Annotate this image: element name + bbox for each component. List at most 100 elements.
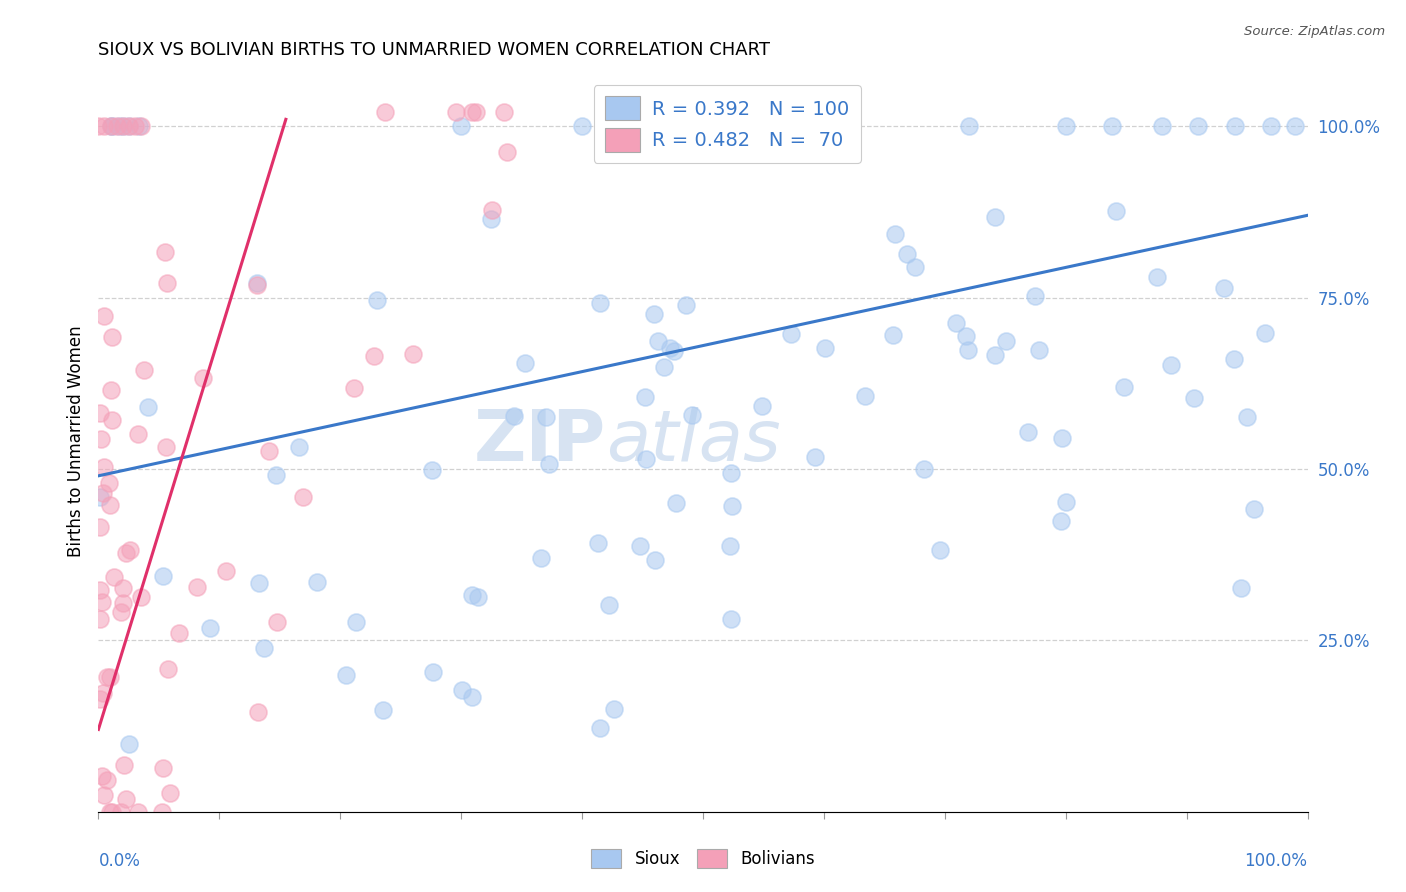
Point [89,520,111,534]
Point [467,590,489,604]
Point [89,612,111,626]
Point [335,668,357,682]
Point [101,413,124,427]
Point [245,278,267,293]
Point [155,440,177,454]
Point [167,626,190,640]
Point [100,670,122,684]
Point [374,105,396,120]
Point [665,496,688,510]
Point [502,409,524,423]
Point [152,761,174,775]
Point [461,588,484,602]
Point [1230,581,1253,595]
Point [96,773,118,788]
Point [110,805,132,819]
Point [87,119,110,133]
Point [1152,119,1174,133]
Point [912,462,935,476]
Point [481,202,503,217]
Point [1223,119,1246,133]
Point [720,611,742,625]
Point [101,330,124,344]
Point [89,491,111,505]
Point [124,119,146,133]
Point [1160,358,1182,372]
Point [598,598,620,612]
Point [994,334,1017,348]
Point [536,409,558,424]
Point [93,309,115,323]
Point [93,788,115,802]
Point [1050,432,1073,446]
Point [479,212,502,227]
Point [718,539,741,553]
Point [662,344,685,359]
Point [100,119,122,133]
Point [156,662,179,676]
Point [89,692,111,706]
Point [100,119,122,133]
Point [249,576,271,591]
Point [112,596,135,610]
Point [804,450,827,464]
Text: atlas: atlas [606,407,780,476]
Point [537,457,560,471]
Point [118,119,141,133]
Point [90,595,112,609]
Point [98,475,121,490]
Point [89,583,111,598]
Point [589,721,612,735]
Point [1101,119,1123,133]
Point [215,565,238,579]
Point [1223,351,1246,366]
Text: Source: ZipAtlas.com: Source: ZipAtlas.com [1244,25,1385,38]
Point [813,119,835,133]
Point [957,343,980,357]
Legend: R = 0.392   N = 100, R = 0.482   N =  70: R = 0.392 N = 100, R = 0.482 N = 70 [593,85,860,163]
Point [751,399,773,413]
Point [343,380,366,394]
Point [257,444,280,458]
Point [156,276,179,290]
Point [420,463,443,477]
Point [112,581,135,595]
Point [628,540,651,554]
Point [191,370,214,384]
Point [402,346,425,360]
Point [675,298,697,312]
Point [494,105,516,120]
Point [955,329,977,343]
Point [652,359,675,374]
Point [634,390,657,404]
Point [945,316,967,330]
Point [681,408,703,422]
Point [91,486,114,500]
Point [100,383,122,397]
Point [253,641,276,656]
Point [100,498,122,512]
Point [118,542,141,557]
Legend: Sioux, Bolivians: Sioux, Bolivians [585,842,821,875]
Point [100,805,122,819]
Point [721,500,744,514]
Point [93,460,115,475]
Point [152,568,174,582]
Point [292,491,315,505]
Point [882,328,904,343]
Point [1050,514,1073,528]
Point [266,468,288,483]
Point [720,466,742,480]
Point [117,737,139,751]
Point [450,119,472,133]
Text: 100.0%: 100.0% [1244,853,1308,871]
Point [643,306,665,320]
Point [346,615,368,629]
Point [366,293,388,308]
Point [89,406,111,420]
Point [464,105,486,120]
Point [855,389,877,403]
Point [444,105,467,120]
Point [1054,119,1077,133]
Point [1254,326,1277,340]
